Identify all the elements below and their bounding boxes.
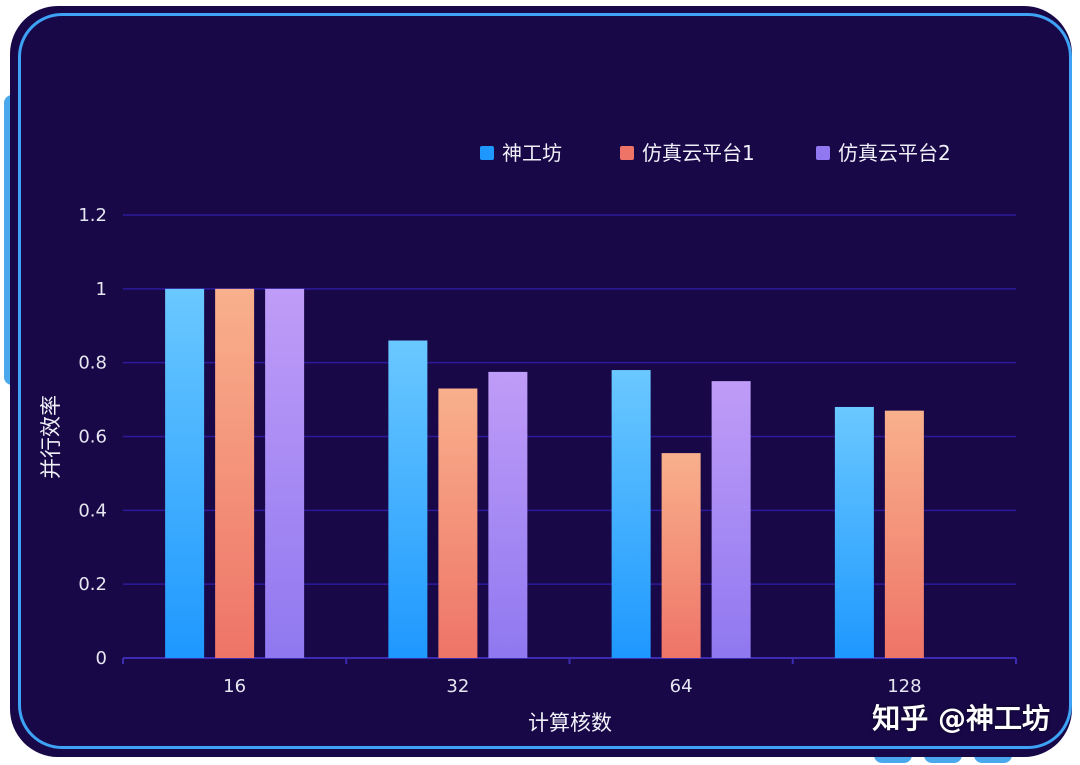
bar-3-64 <box>711 381 751 658</box>
bar-1-64 <box>611 370 651 658</box>
x-axis-title: 计算核数 <box>528 711 612 735</box>
legend-label: 仿真云平台1 <box>642 141 755 165</box>
bars <box>165 288 924 658</box>
y-tick-label: 0.4 <box>78 500 107 521</box>
y-tick-label: 0 <box>96 648 107 669</box>
legend-swatch <box>620 146 634 160</box>
bar-1-128 <box>834 406 874 658</box>
legend-swatch <box>816 146 830 160</box>
bar-2-32 <box>438 388 478 658</box>
x-tick-label: 32 <box>446 676 469 697</box>
grid-lines <box>123 214 1016 585</box>
bar-2-16 <box>215 288 255 658</box>
bar-1-16 <box>165 288 205 658</box>
bar-3-32 <box>488 371 528 658</box>
legend-label: 仿真云平台2 <box>838 141 951 165</box>
legend-swatch <box>480 146 494 160</box>
bar-1-32 <box>388 340 428 658</box>
bar-2-64 <box>661 453 701 658</box>
bar-3-16 <box>265 288 305 658</box>
x-tick-label: 64 <box>670 676 693 697</box>
legend: 神工坊 仿真云平台1 仿真云平台2 <box>480 141 951 165</box>
y-axis-title: 并行效率 <box>39 395 63 479</box>
y-tick-label: 0.6 <box>78 427 107 448</box>
y-tick-label: 0.2 <box>78 574 107 595</box>
legend-label: 神工坊 <box>502 141 562 165</box>
x-tick-label: 16 <box>223 676 246 697</box>
x-tick-label: 128 <box>887 676 921 697</box>
watermark: 知乎 @神工坊 <box>872 702 1050 735</box>
y-tick-label: 1 <box>96 279 107 300</box>
y-tick-label: 0.8 <box>78 353 107 374</box>
y-tick-label: 1.2 <box>78 205 107 226</box>
bar-2-128 <box>884 410 924 658</box>
